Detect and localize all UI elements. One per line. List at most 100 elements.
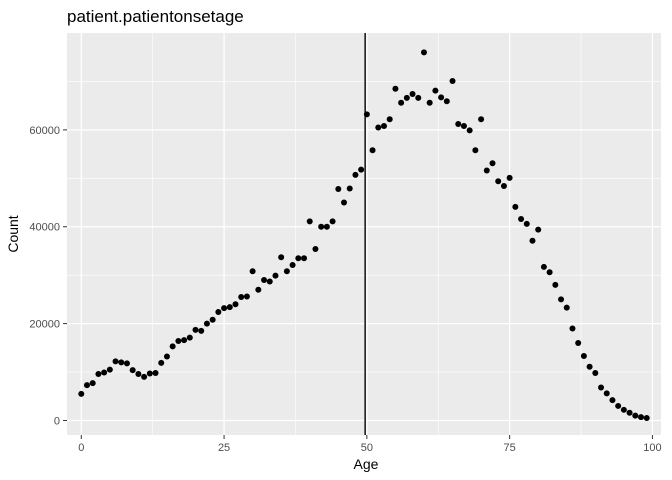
data-point: [529, 237, 536, 244]
data-point: [346, 185, 353, 192]
minor-gridlines: [67, 33, 661, 435]
data-point: [626, 409, 633, 416]
data-point: [192, 326, 199, 333]
data-point: [238, 293, 245, 300]
data-point: [181, 337, 188, 344]
x-tick-label: 50: [361, 442, 373, 454]
data-point: [535, 226, 542, 233]
y-tick-label: 40000: [29, 222, 60, 234]
y-tick-label: 60000: [29, 125, 60, 137]
data-point: [141, 373, 148, 380]
data-point: [272, 272, 279, 279]
data-point: [558, 296, 565, 303]
x-tick-label: 0: [78, 442, 84, 454]
chart-title: patient.patientonsetage: [67, 7, 244, 26]
data-point: [483, 167, 490, 174]
data-point: [449, 77, 456, 84]
data-point: [146, 370, 153, 377]
data-point: [409, 91, 416, 98]
data-point: [106, 366, 113, 373]
data-point: [478, 116, 485, 123]
data-point: [586, 363, 593, 370]
data-point: [163, 353, 170, 360]
data-point: [95, 370, 102, 377]
data-point: [495, 178, 502, 185]
y-tick-label: 20000: [29, 319, 60, 331]
data-point: [375, 124, 382, 131]
data-point: [341, 199, 348, 206]
data-points: [78, 49, 650, 422]
data-point: [638, 414, 645, 421]
data-point: [540, 263, 547, 270]
data-point: [592, 370, 599, 377]
data-point: [603, 390, 610, 397]
data-point: [249, 268, 256, 275]
data-point: [158, 359, 165, 366]
data-point: [89, 380, 96, 387]
data-point: [215, 308, 222, 315]
data-point: [335, 185, 342, 192]
data-point: [506, 174, 513, 181]
data-point: [329, 218, 336, 225]
data-point: [643, 415, 650, 422]
data-point: [455, 121, 462, 128]
data-point: [283, 268, 290, 275]
data-point: [552, 281, 559, 288]
data-point: [443, 98, 450, 105]
data-point: [432, 87, 439, 94]
data-point: [546, 269, 553, 276]
x-axis-ticks: 0 25 50 75 100: [78, 435, 662, 454]
data-point: [489, 160, 496, 167]
y-tick-label: 0: [54, 415, 60, 427]
data-point: [438, 94, 445, 101]
data-point: [598, 384, 605, 391]
plot-panel: [67, 33, 661, 435]
data-point: [186, 334, 193, 341]
data-point: [123, 360, 130, 367]
data-point: [318, 223, 325, 230]
data-point: [563, 304, 570, 311]
data-point: [312, 246, 319, 253]
x-axis-title: Age: [354, 456, 379, 472]
data-point: [266, 278, 273, 285]
data-point: [255, 286, 262, 293]
data-point: [323, 223, 330, 230]
data-point: [209, 316, 216, 323]
data-point: [261, 277, 268, 284]
data-point: [466, 127, 473, 134]
data-point: [232, 301, 239, 308]
data-point: [398, 99, 405, 106]
data-point: [512, 203, 519, 210]
data-point: [306, 218, 313, 225]
data-point: [569, 325, 576, 332]
data-point: [369, 147, 376, 154]
data-point: [175, 338, 182, 345]
data-point: [101, 369, 108, 376]
data-point: [135, 370, 142, 377]
data-point: [392, 85, 399, 92]
data-point: [415, 94, 422, 101]
data-point: [221, 305, 228, 312]
data-point: [386, 116, 393, 123]
data-point: [295, 255, 302, 262]
data-point: [203, 320, 210, 327]
major-gridlines: [67, 33, 661, 435]
data-point: [518, 215, 525, 222]
data-point: [403, 94, 410, 101]
data-point: [301, 255, 308, 262]
data-point: [575, 339, 582, 346]
data-point: [83, 382, 90, 389]
data-point: [169, 343, 176, 350]
data-point: [129, 367, 136, 374]
y-axis-ticks: 0 20000 40000 60000: [29, 125, 67, 427]
data-point: [243, 293, 250, 300]
data-point: [523, 220, 530, 227]
data-point: [112, 358, 119, 365]
data-point: [580, 353, 587, 360]
data-point: [226, 304, 233, 311]
data-point: [78, 390, 85, 397]
data-point: [460, 122, 467, 129]
x-tick-label: 100: [643, 442, 661, 454]
data-point: [152, 370, 159, 377]
